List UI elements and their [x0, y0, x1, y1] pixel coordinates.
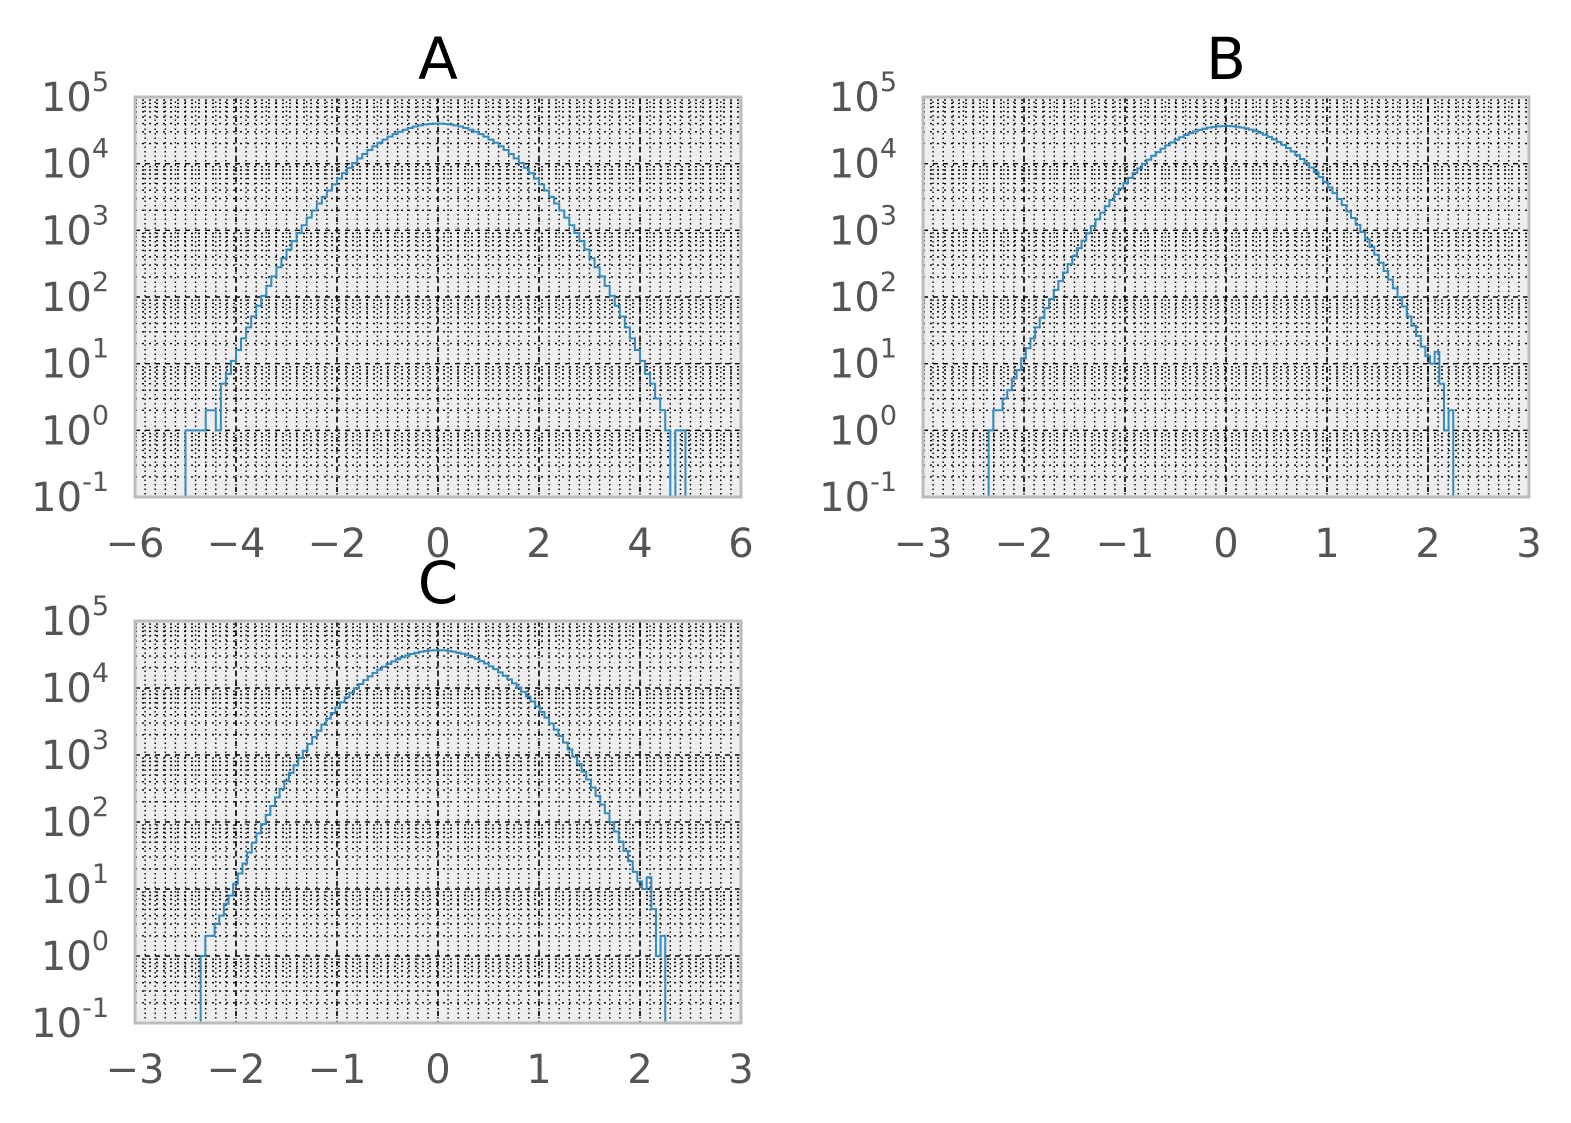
x-tick-label: 4: [627, 521, 652, 567]
x-tick-label: −3: [106, 1047, 165, 1093]
y-tick-label: 100: [41, 926, 109, 980]
axes-frame: [133, 619, 743, 1025]
y-tick-label: 103: [41, 725, 109, 779]
y-tick-label: 100: [41, 400, 109, 454]
axes-frame: [921, 95, 1531, 499]
x-tick-label: 3: [1516, 521, 1541, 567]
x-tick-label: 0: [425, 521, 450, 567]
y-tick-label: 100: [829, 400, 897, 454]
histogram-step-line: [987, 125, 1455, 497]
x-tick-label: 1: [1314, 521, 1339, 567]
histogram-step-line: [184, 122, 691, 498]
y-tick-label: 105: [41, 67, 109, 121]
x-tick-label: −1: [308, 1047, 367, 1093]
subplot-b: B −3 −2 −1 0 1 2 3 10-1 100 101 102 103 104 105: [819, 25, 1542, 567]
x-tick-label: −1: [1096, 521, 1155, 567]
y-tick-label: 102: [41, 267, 109, 321]
x-tick-label: −4: [207, 521, 266, 567]
x-tick-label: 0: [425, 1047, 450, 1093]
y-tick-label: 104: [829, 134, 897, 188]
subplot-title: A: [418, 25, 458, 93]
subplot-title: C: [418, 549, 459, 617]
y-tick-label: 101: [41, 859, 109, 913]
x-tick-label: 2: [1415, 521, 1440, 567]
axes-frame: [133, 95, 743, 499]
x-tick-label: 0: [1213, 521, 1238, 567]
subplot-c: C −3 −2 −1 0 1 2 3 10-1 100 101 102 103 104 105: [31, 549, 754, 1093]
subplot-title: B: [1206, 25, 1246, 93]
x-tick-label: −2: [308, 521, 367, 567]
y-tick-label: 105: [829, 67, 897, 121]
x-tick-label: 2: [627, 1047, 652, 1093]
y-tick-label: 102: [41, 792, 109, 846]
x-tick-label: 2: [526, 521, 551, 567]
y-tick-label: 105: [41, 591, 109, 645]
x-tick-label: −2: [995, 521, 1054, 567]
x-tick-label: 3: [728, 1047, 753, 1093]
x-tick-label: −3: [894, 521, 953, 567]
y-tick-label: 103: [41, 200, 109, 254]
subplot-a: A −6 −4 −2 0 2 4 6 10-1 100 101 102 103 104 105: [31, 25, 754, 567]
y-tick-label: 104: [41, 134, 109, 188]
x-tick-label: −6: [106, 521, 165, 567]
histogram-step-line: [199, 649, 667, 1023]
x-tick-label: −2: [207, 1047, 266, 1093]
y-tick-label: 10-1: [31, 467, 109, 521]
y-tick-label: 103: [829, 200, 897, 254]
y-tick-label: 101: [829, 334, 897, 388]
y-tick-label: 104: [41, 658, 109, 712]
y-tick-label: 101: [41, 334, 109, 388]
y-tick-label: 10-1: [819, 467, 897, 521]
y-tick-label: 102: [829, 267, 897, 321]
x-tick-label: 6: [728, 521, 753, 567]
y-tick-label: 10-1: [31, 993, 109, 1047]
x-tick-label: 1: [526, 1047, 551, 1093]
